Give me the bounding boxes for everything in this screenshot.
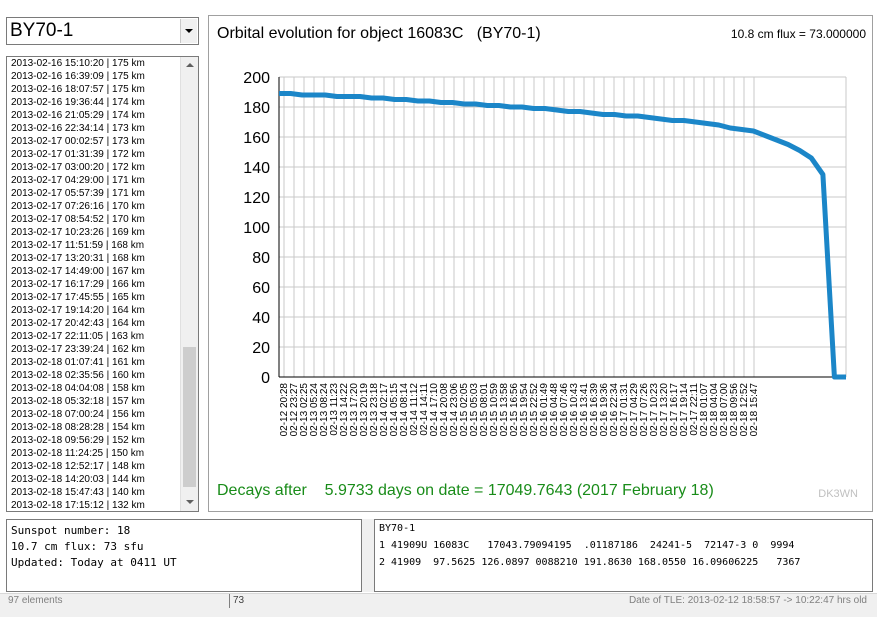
y-tick-label: 140 [243,160,270,177]
scroll-up-icon[interactable] [181,57,198,74]
callsign-watermark: DK3WN [818,488,858,500]
sunspot-number: Sunspot number: 18 [11,524,130,537]
status-flux: 73 [233,595,244,606]
chevron-down-icon[interactable] [180,19,197,43]
list-item[interactable]: 2013-02-17 01:31:39 | 172 km [11,148,181,161]
list-item[interactable]: 2013-02-16 21:05:29 | 174 km [11,109,181,122]
list-item[interactable]: 2013-02-18 01:07:41 | 161 km [11,356,181,369]
decay-text: Decays after 5.9733 days on date = 17049… [217,482,714,500]
tle-name: BY70-1 [379,523,415,534]
y-tick-label: 180 [243,100,270,117]
list-item[interactable]: 2013-02-17 11:51:59 | 168 km [11,239,181,252]
list-item[interactable]: 2013-02-17 20:42:43 | 164 km [11,317,181,330]
list-item[interactable]: 2013-02-18 04:04:08 | 158 km [11,382,181,395]
updated-time: Updated: Today at 0411 UT [11,556,177,569]
y-tick-label: 80 [252,250,270,267]
list-item[interactable]: 2013-02-18 05:32:18 | 157 km [11,395,181,408]
chart-panel: Orbital evolution for object 16083C (BY7… [208,15,873,512]
list-item[interactable]: 2013-02-18 14:20:03 | 144 km [11,473,181,486]
y-tick-label: 120 [243,190,270,207]
list-item[interactable]: 2013-02-17 16:17:29 | 166 km [11,278,181,291]
list-item[interactable]: 2013-02-18 11:24:25 | 150 km [11,447,181,460]
list-item[interactable]: 2013-02-17 10:23:26 | 169 km [11,226,181,239]
list-item[interactable]: 2013-02-16 22:34:14 | 173 km [11,122,181,135]
list-item[interactable]: 2013-02-17 17:45:55 | 165 km [11,291,181,304]
tle-line2: 2 41909 97.5625 126.0897 0088210 191.863… [379,557,800,568]
selector-value: BY70-1 [10,20,73,42]
scroll-thumb[interactable] [183,347,196,487]
list-item[interactable]: 2013-02-18 08:28:28 | 154 km [11,421,181,434]
y-tick-label: 200 [243,70,270,87]
list-item[interactable]: 2013-02-17 04:29:00 | 171 km [11,174,181,187]
status-bar: 97 elements 73 Date of TLE: 2013-02-12 1… [0,593,877,617]
list-item[interactable]: 2013-02-18 12:52:17 | 148 km [11,460,181,473]
list-item[interactable]: 2013-02-16 15:10:20 | 175 km [11,57,181,70]
y-tick-label: 20 [252,340,270,357]
list-item[interactable]: 2013-02-16 19:36:44 | 174 km [11,96,181,109]
list-item[interactable]: 2013-02-17 14:49:00 | 167 km [11,265,181,278]
list-item[interactable]: 2013-02-17 00:02:57 | 173 km [11,135,181,148]
list-item[interactable]: 2013-02-17 22:11:05 | 163 km [11,330,181,343]
status-tle-date: Date of TLE: 2013-02-12 18:58:57 -> 10:2… [629,595,867,606]
y-tick-label: 40 [252,310,270,327]
status-separator [229,594,230,608]
x-tick-label: 02-18 15:47 [749,383,760,437]
scroll-down-icon[interactable] [181,494,198,511]
list-item[interactable]: 2013-02-17 05:57:39 | 171 km [11,187,181,200]
satellite-selector[interactable]: BY70-1 [6,17,199,45]
tle-panel[interactable]: BY70-1 1 41909U 16083C 17043.79094195 .0… [374,519,873,592]
status-elements: 97 elements [8,595,62,606]
panel-splitter[interactable] [362,519,374,592]
list-item[interactable]: 2013-02-17 23:39:24 | 162 km [11,343,181,356]
list-item[interactable]: 2013-02-17 13:20:31 | 168 km [11,252,181,265]
list-item[interactable]: 2013-02-18 07:00:24 | 156 km [11,408,181,421]
y-tick-label: 0 [261,370,270,387]
list-item[interactable]: 2013-02-16 16:39:09 | 175 km [11,70,181,83]
list-item[interactable]: 2013-02-18 17:15:12 | 132 km [11,499,181,512]
list-item[interactable]: 2013-02-17 19:14:20 | 164 km [11,304,181,317]
solar-info-panel: Sunspot number: 18 10.7 cm flux: 73 sfu … [6,519,362,592]
solar-flux: 10.7 cm flux: 73 sfu [11,540,143,553]
tle-line1: 1 41909U 16083C 17043.79094195 .01187186… [379,540,794,551]
y-tick-label: 160 [243,130,270,147]
list-scrollbar[interactable] [180,57,198,511]
list-item[interactable]: 2013-02-18 09:56:29 | 152 km [11,434,181,447]
list-item[interactable]: 2013-02-16 18:07:57 | 175 km [11,83,181,96]
y-tick-label: 100 [243,220,270,237]
list-item[interactable]: 2013-02-17 03:00:20 | 172 km [11,161,181,174]
list-item[interactable]: 2013-02-17 07:26:16 | 170 km [11,200,181,213]
list-item[interactable]: 2013-02-18 02:35:56 | 160 km [11,369,181,382]
y-tick-label: 60 [252,280,270,297]
list-item[interactable]: 2013-02-17 08:54:52 | 170 km [11,213,181,226]
list-item[interactable]: 2013-02-18 15:47:43 | 140 km [11,486,181,499]
